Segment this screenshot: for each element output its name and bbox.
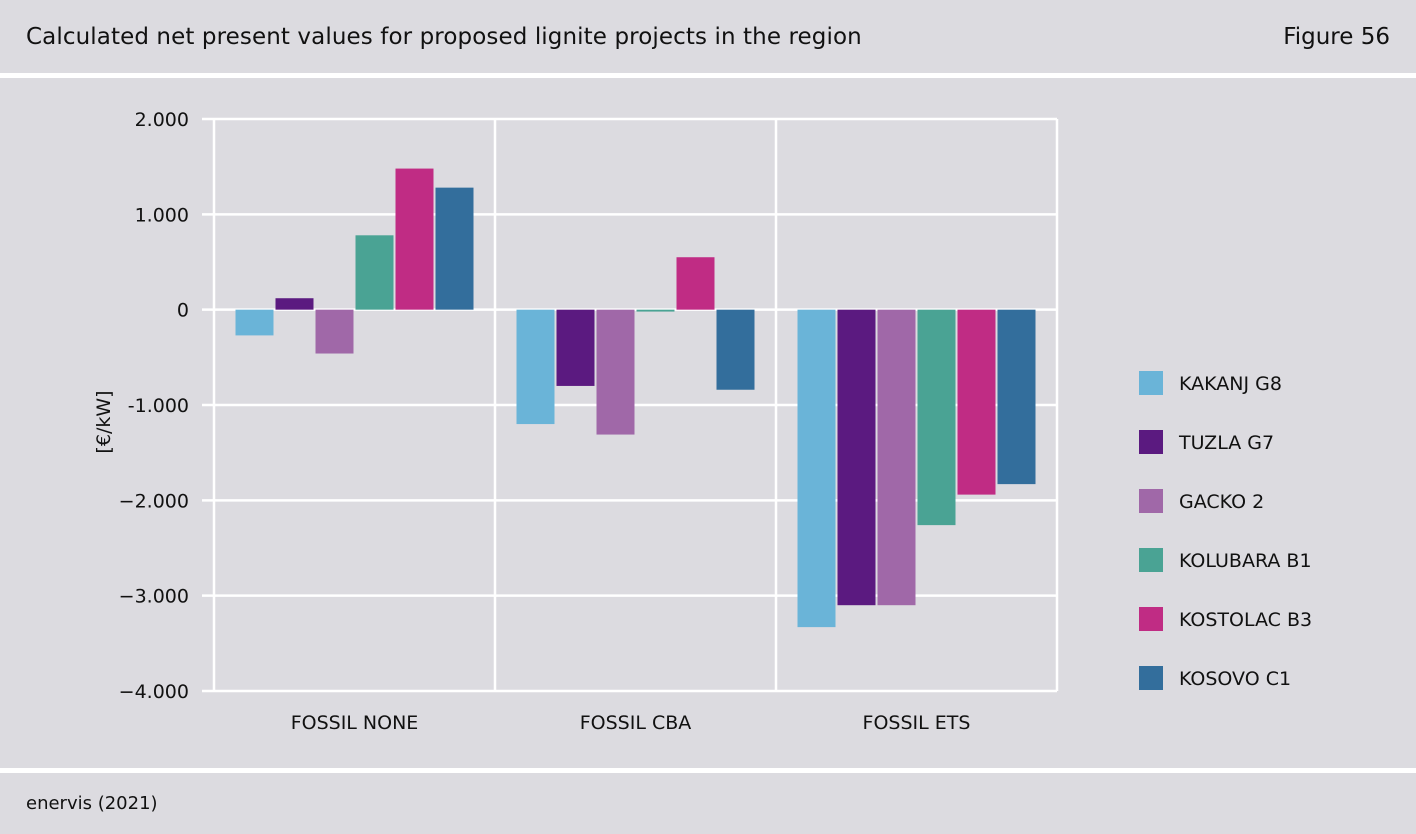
bar	[516, 309, 555, 425]
legend-label: KOLUBARA B1	[1179, 550, 1312, 572]
x-category-label: FOSSIL ETS	[863, 712, 971, 734]
figure-header: Calculated net present values for propos…	[0, 0, 1416, 74]
legend-label: KOSOVO C1	[1179, 668, 1291, 690]
y-tick-label: 1.000	[135, 204, 189, 226]
bar	[435, 187, 474, 310]
bar	[235, 309, 274, 336]
bar	[917, 309, 956, 526]
x-category-label: FOSSIL NONE	[291, 712, 419, 734]
legend-swatch	[1139, 548, 1163, 572]
bar	[395, 168, 434, 310]
bar	[315, 309, 354, 354]
y-tick-label: -1.000	[128, 395, 189, 417]
bar	[877, 309, 916, 606]
x-category-label: FOSSIL CBA	[580, 712, 692, 734]
y-tick-label: 0	[177, 300, 189, 322]
figure-number: Figure 56	[1283, 24, 1390, 50]
legend-swatch	[1139, 666, 1163, 690]
legend-label: KOSTOLAC B3	[1179, 609, 1312, 631]
legend-swatch	[1139, 371, 1163, 395]
legend-label: TUZLA G7	[1178, 432, 1274, 454]
legend-swatch	[1139, 430, 1163, 454]
bar	[596, 309, 635, 435]
bar	[556, 309, 595, 386]
bar	[837, 309, 876, 606]
legend-swatch	[1139, 607, 1163, 631]
y-tick-label: 2.000	[135, 109, 189, 131]
bar	[997, 309, 1036, 485]
source-note: enervis (2021)	[26, 793, 158, 814]
header-divider	[0, 73, 1416, 78]
y-axis-title: [€/kW]	[93, 390, 115, 453]
y-tick-label: −4.000	[119, 681, 189, 703]
bar	[797, 309, 836, 628]
bar	[636, 309, 675, 312]
legend-swatch	[1139, 489, 1163, 513]
bar	[957, 309, 996, 495]
bar	[355, 235, 394, 310]
bar	[676, 257, 715, 310]
y-tick-label: −3.000	[119, 586, 189, 608]
legend-label: KAKANJ G8	[1179, 373, 1282, 395]
footer-divider	[0, 768, 1416, 773]
bar	[716, 309, 755, 390]
y-tick-label: −2.000	[119, 490, 189, 512]
figure-title: Calculated net present values for propos…	[26, 24, 862, 50]
bar-chart: 2.000 1.000 0 -1.000 −2.000 −3.000 −4.000 FOSSI…	[93, 109, 1312, 734]
legend-label: GACKO 2	[1179, 491, 1264, 513]
bar	[275, 298, 314, 310]
